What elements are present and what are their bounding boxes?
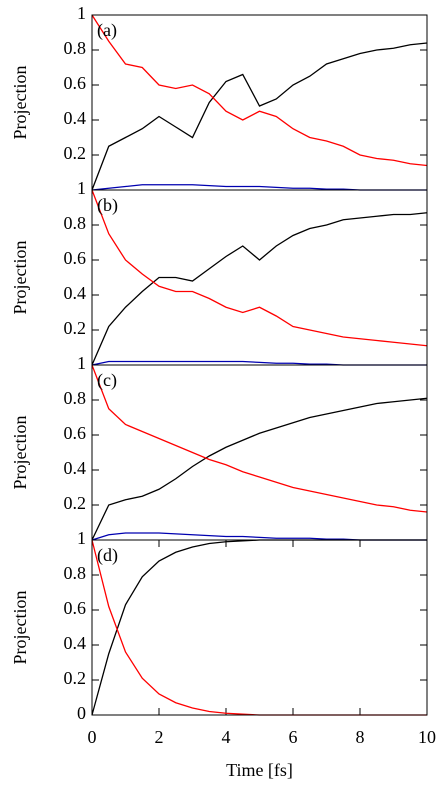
y-axis-label: Projection: [10, 66, 30, 140]
y-tick-label: 0: [77, 703, 86, 723]
x-axis-label: Time [fs]: [226, 760, 293, 780]
y-tick-label: 1: [77, 178, 86, 198]
panel-label: (d): [97, 545, 118, 566]
line: [91, 189, 428, 347]
y-axis-label: Projection: [10, 591, 30, 665]
y-tick-label: 0.4: [64, 108, 87, 128]
line: [91, 14, 428, 167]
y-tick-label: 0.8: [64, 38, 87, 58]
line: [91, 42, 428, 191]
x-tick-label: 0: [88, 727, 97, 747]
y-tick-label: 0.4: [64, 458, 87, 478]
y-tick-label: 0.2: [64, 143, 87, 163]
y-axis-label: Projection: [10, 241, 30, 315]
panel-label: (b): [97, 195, 118, 216]
y-axis-label: Projection: [10, 416, 30, 490]
y-tick-label: 1: [77, 528, 86, 548]
y-tick-label: 0.2: [64, 668, 87, 688]
panel-label: (c): [97, 370, 117, 391]
plot-frame: [91, 14, 428, 191]
y-tick-label: 0.2: [64, 493, 87, 513]
line: [91, 397, 428, 541]
y-tick-label: 0.6: [64, 423, 87, 443]
x-tick-label: 8: [356, 727, 365, 747]
y-tick-label: 0.6: [64, 248, 87, 268]
y-tick-label: 0.8: [64, 563, 87, 583]
x-tick-label: 2: [155, 727, 164, 747]
y-tick-label: 0.8: [64, 388, 87, 408]
line: [91, 360, 427, 366]
y-tick-label: 0.4: [64, 633, 87, 653]
panel-label: (a): [97, 20, 117, 41]
line: [91, 212, 428, 366]
line: [91, 184, 427, 191]
line: [91, 539, 427, 716]
line: [91, 539, 427, 716]
y-tick-label: 0.4: [64, 283, 87, 303]
x-tick-label: 4: [222, 727, 231, 747]
line: [91, 364, 428, 513]
y-tick-label: 0.2: [64, 318, 87, 338]
x-tick-label: 6: [289, 727, 298, 747]
line: [91, 532, 427, 541]
y-tick-label: 0.6: [64, 598, 87, 618]
plot-frame: [91, 539, 428, 716]
plot-frame: [91, 364, 428, 541]
y-tick-label: 1: [77, 353, 86, 373]
y-tick-label: 0.6: [64, 73, 87, 93]
y-tick-label: 0.8: [64, 213, 87, 233]
y-tick-label: 1: [77, 3, 86, 23]
x-tick-label: 10: [418, 727, 436, 747]
